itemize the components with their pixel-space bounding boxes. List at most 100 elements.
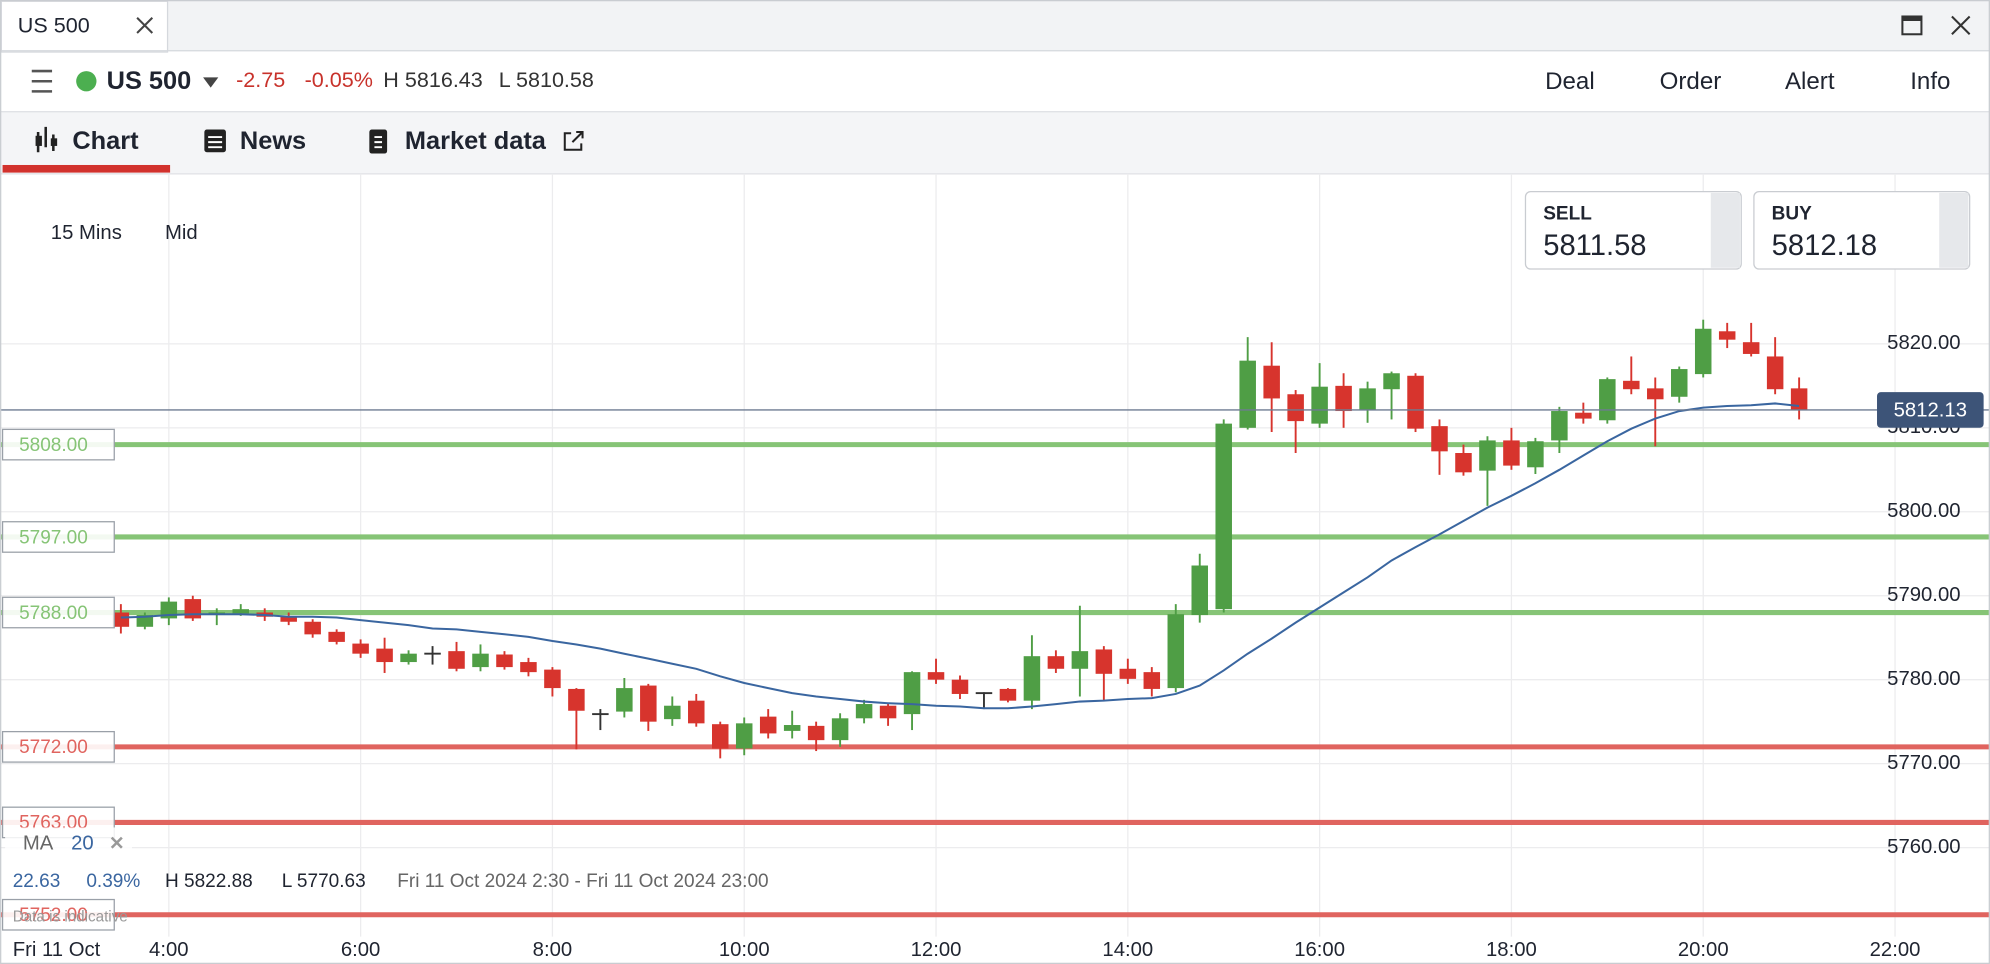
stats-change: 22.63 — [13, 871, 61, 892]
candle-body — [1790, 388, 1808, 410]
deal-button[interactable]: Deal — [1545, 68, 1595, 95]
level-label-box — [1, 730, 115, 763]
buy-button[interactable] — [1753, 190, 1971, 270]
candle-body — [999, 688, 1017, 701]
close-tab-icon[interactable] — [136, 17, 154, 34]
external-link-icon — [563, 130, 584, 151]
chart-plot: 4:00 6:00 8:00 10:00 12:00 14:00 16:00 18:00 20:… — [0, 173, 1990, 961]
tab-bar — [0, 111, 1990, 174]
level-label: 5788.00 — [19, 603, 88, 624]
level-label-box — [1, 521, 115, 553]
active-tab-indicator — [2, 164, 171, 173]
menu-icon[interactable] — [31, 69, 53, 93]
candle-body — [424, 652, 441, 655]
candle-body — [1766, 356, 1784, 390]
candle-body — [1527, 441, 1544, 468]
candle-body — [1623, 380, 1640, 390]
x-tick-label: 22:00 — [1870, 939, 1921, 961]
news-tab[interactable]: News — [240, 127, 306, 155]
y-tick-label: 5820.00 — [1887, 332, 1960, 354]
price-change: -2.75 — [236, 67, 285, 92]
candle-body — [951, 679, 969, 694]
y-tick-label: 5790.00 — [1887, 584, 1960, 606]
sell-button-strip — [1710, 192, 1740, 268]
candle-body — [136, 615, 154, 627]
candle-body — [1383, 373, 1400, 390]
date-label: Fri 11 Oct — [13, 939, 101, 961]
price-type-selector[interactable]: Mid — [165, 222, 198, 244]
x-tick-label: 14:00 — [1102, 939, 1153, 961]
candle-body — [903, 672, 921, 715]
y-tick-label: 5760.00 — [1887, 836, 1960, 858]
candle-body — [1191, 565, 1208, 616]
candle-body — [520, 662, 537, 673]
level-label-box — [1, 428, 115, 461]
candle-body — [496, 654, 513, 668]
x-tick-label: 12:00 — [911, 939, 962, 961]
maximize-icon[interactable] — [1901, 15, 1923, 36]
level-label: 5772.00 — [19, 737, 88, 758]
candle-body — [1311, 386, 1328, 424]
remove-indicator-icon[interactable] — [110, 836, 123, 849]
candle-body — [616, 688, 633, 712]
stats-change-pct: 0.39% — [86, 871, 140, 892]
candle-body — [711, 724, 729, 749]
x-tick-label: 16:00 — [1294, 939, 1345, 961]
x-tick-label: 6:00 — [341, 939, 381, 961]
dropdown-icon[interactable] — [203, 77, 219, 88]
interval-selector[interactable]: 15 Mins — [51, 222, 122, 244]
buy-price: 5812.18 — [1772, 230, 1877, 262]
stats-high: H 5822.88 — [165, 871, 253, 892]
candle-body — [568, 688, 585, 711]
level-label: 5797.00 — [19, 527, 88, 548]
candle-body — [544, 669, 561, 689]
instrument-name[interactable]: US 500 — [107, 67, 192, 95]
candle-body — [759, 716, 777, 734]
x-tick-label: 20:00 — [1678, 939, 1729, 961]
indicator-name: MA — [23, 832, 54, 854]
sell-price: 5811.58 — [1543, 230, 1646, 262]
candle-body — [1503, 440, 1520, 466]
level-label: 5808.00 — [19, 435, 88, 456]
candle-body — [352, 643, 369, 654]
chart-tab-icon-body — [50, 138, 58, 146]
price-change-pct: -0.05% — [305, 67, 373, 92]
close-window-icon[interactable] — [1951, 15, 1971, 35]
candle-body — [1670, 369, 1688, 397]
order-button[interactable]: Order — [1660, 68, 1722, 95]
candle-body — [1263, 365, 1280, 399]
candle-body — [1551, 411, 1568, 441]
candle-body — [640, 685, 657, 722]
y-tick-label: 5780.00 — [1887, 668, 1960, 690]
candle-body — [688, 700, 705, 724]
x-tick-label: 18:00 — [1486, 939, 1537, 961]
candle-body — [879, 705, 897, 719]
candle-body — [927, 672, 945, 680]
alert-button[interactable]: Alert — [1785, 68, 1835, 95]
candle-body — [1047, 656, 1065, 669]
x-tick-label: 8:00 — [533, 939, 573, 961]
candle-body — [1119, 668, 1137, 679]
sell-button[interactable] — [1524, 190, 1742, 270]
candle-body — [1575, 412, 1592, 419]
candle-body — [1335, 385, 1352, 412]
candle-body — [1143, 672, 1161, 689]
x-tick-label: 10:00 — [719, 939, 770, 961]
data-note: Data is indicative — [13, 909, 128, 926]
candle-body — [735, 723, 753, 749]
candle-body — [592, 713, 609, 716]
chart-overlay: MA 20 22.63 0.39% H 5822.88 L 5770.63 Fr… — [5, 827, 769, 961]
y-tick-label: 5800.00 — [1887, 500, 1960, 522]
candle-body — [448, 651, 465, 669]
market-data-tab[interactable]: Market data — [405, 127, 547, 155]
candle-body — [376, 648, 393, 663]
chart-tab[interactable]: Chart — [72, 127, 139, 155]
info-button[interactable]: Info — [1910, 68, 1950, 95]
x-tick-label: 4:00 — [149, 939, 189, 961]
title-bar — [0, 0, 1990, 51]
candle-body — [1431, 426, 1448, 452]
window-tab[interactable] — [0, 0, 169, 53]
chart-tab-icon-body — [35, 135, 42, 146]
candle-body — [1167, 614, 1185, 689]
